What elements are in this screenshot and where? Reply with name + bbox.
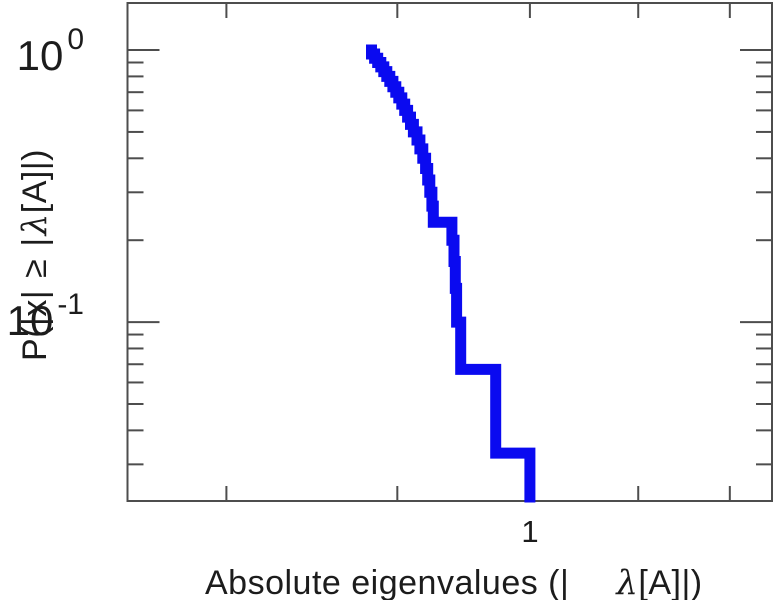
y-title-bar: | [16, 237, 54, 246]
y-title-text: P(|x| [16, 290, 54, 361]
y-tick-label-1: 10 0 [17, 23, 84, 79]
y-tick-base: 10 [7, 297, 54, 344]
x-title-text: Absolute eigenvalues (| [205, 564, 569, 600]
plot-frame [126, 2, 773, 502]
axis-ticks [127, 3, 772, 501]
lambda-symbol: λ [15, 213, 55, 237]
greater-equal-symbol: ≥ [16, 259, 54, 278]
y-tick-exponent: 0 [67, 23, 84, 56]
ccdf-step-curve [366, 44, 536, 503]
y-tick-exponent: -1 [57, 288, 84, 321]
y-axis-title: P(|x| ≥ |λ[A]|) [15, 149, 55, 361]
x-axis-title: Absolute eigenvalues (| λ[A]|) [205, 563, 703, 600]
x-tick-label-1: 1 [521, 514, 538, 549]
x-title-text-tail: [A]|) [638, 564, 702, 600]
y-tick-base: 10 [17, 32, 64, 79]
lambda-symbol: λ [614, 563, 638, 600]
y-tick-label-0p1: 10 -1 [7, 288, 84, 344]
y-title-text-tail: [A]|) [16, 149, 54, 213]
